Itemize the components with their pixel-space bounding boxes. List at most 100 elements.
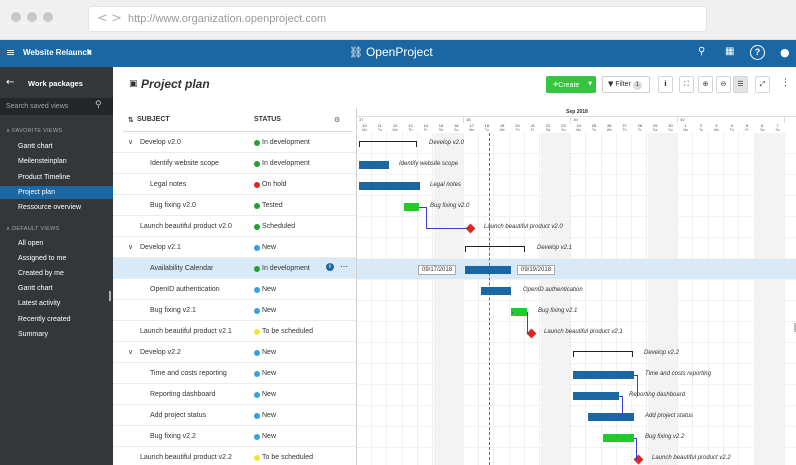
gantt-bar[interactable]: [588, 412, 634, 421]
status-cell[interactable]: In development: [262, 160, 310, 167]
sidebar-item-summary[interactable]: Summary: [18, 331, 48, 338]
favorite-views-header[interactable]: ∧ FAVORITE VIEWS: [6, 128, 63, 134]
status-cell[interactable]: On hold: [262, 181, 287, 188]
subject-cell[interactable]: Develop v2.1: [140, 244, 181, 251]
sidebar-item-all-open[interactable]: All open: [18, 240, 44, 247]
status-cell[interactable]: In development: [262, 139, 310, 146]
end-date-box[interactable]: 09/19/2018: [517, 264, 556, 275]
row-context-menu-icon[interactable]: ⋯: [340, 262, 348, 271]
gantt-bar[interactable]: [481, 286, 511, 295]
search-icon[interactable]: ⚲: [95, 100, 102, 110]
zoom-auto-icon[interactable]: ⛶: [679, 76, 694, 93]
table-row[interactable]: Bug fixing v2.2 New: [113, 426, 356, 447]
subject-cell[interactable]: Develop v2.2: [140, 349, 181, 356]
page-title[interactable]: Project plan: [141, 77, 210, 91]
window-close-dot[interactable]: [11, 12, 21, 22]
sidebar-item-gantt-chart[interactable]: Gantt chart: [18, 143, 53, 150]
column-header-status[interactable]: STATUS: [254, 116, 281, 123]
more-options-icon[interactable]: ⋮: [781, 78, 790, 88]
status-cell[interactable]: New: [262, 286, 277, 293]
subject-cell[interactable]: Legal notes: [150, 181, 187, 188]
search-icon[interactable]: ⚲: [698, 46, 706, 57]
collapse-chevron-icon[interactable]: ∨: [128, 348, 134, 356]
modules-grid-icon[interactable]: ▦: [725, 46, 735, 57]
address-bar[interactable]: < > http://www.organization.openproject.…: [88, 6, 707, 32]
status-cell[interactable]: New: [262, 412, 277, 419]
sidebar-resize-handle[interactable]: [109, 291, 111, 301]
table-row[interactable]: ∨ Develop v2.0 In development: [113, 132, 356, 153]
saved-views-search[interactable]: Search saved views ⚲: [0, 98, 113, 115]
status-cell[interactable]: In development: [262, 265, 310, 272]
status-cell[interactable]: New: [262, 307, 277, 314]
collapse-chevron-icon[interactable]: ∨: [128, 243, 134, 251]
status-cell[interactable]: Tested: [262, 202, 283, 209]
table-row[interactable]: Add project status New: [113, 405, 356, 426]
gantt-toggle-icon[interactable]: ☰: [733, 76, 748, 93]
sidebar-item-recently-created[interactable]: Recently created: [18, 316, 71, 323]
table-row[interactable]: OpenID authentication New: [113, 279, 356, 300]
fullscreen-icon[interactable]: ⤢: [755, 76, 770, 93]
column-header-subject[interactable]: SUBJECT: [137, 116, 170, 123]
table-row[interactable]: Reporting dashboard New: [113, 384, 356, 405]
table-row[interactable]: Time and costs reporting New: [113, 363, 356, 384]
user-avatar-icon[interactable]: ●: [780, 46, 790, 59]
back-arrow-icon[interactable]: <: [97, 11, 108, 26]
sidebar-item-created-by-me[interactable]: Created by me: [18, 270, 64, 277]
back-arrow-icon[interactable]: ←: [6, 77, 15, 88]
collapse-chevron-icon[interactable]: ∨: [128, 138, 134, 146]
start-date-box[interactable]: 09/17/2018: [418, 264, 457, 275]
subject-cell[interactable]: Identify website scope: [150, 160, 219, 167]
subject-cell[interactable]: Develop v2.0: [140, 139, 181, 146]
subject-cell[interactable]: Launch beautiful product v2.2: [140, 454, 232, 461]
gantt-parent-bracket[interactable]: [359, 140, 417, 147]
status-cell[interactable]: New: [262, 244, 277, 251]
table-row[interactable]: Identify website scope In development: [113, 153, 356, 174]
subject-cell[interactable]: Launch beautiful product v2.1: [140, 328, 232, 335]
gantt-bar[interactable]: [465, 265, 511, 274]
status-cell[interactable]: To be scheduled: [262, 328, 313, 335]
gantt-bar[interactable]: [573, 391, 619, 400]
subject-cell[interactable]: Bug fixing v2.2: [150, 433, 196, 440]
openproject-logo[interactable]: ⛓ OpenProject: [349, 45, 433, 59]
info-icon[interactable]: i: [658, 76, 673, 93]
filter-button[interactable]: ▼ Filter 1: [602, 76, 650, 93]
gantt-bar[interactable]: [511, 307, 527, 316]
gantt-bar[interactable]: [603, 433, 634, 442]
zoom-in-icon[interactable]: ⊕: [698, 76, 713, 93]
project-selector[interactable]: Website Relaunch: [23, 48, 92, 57]
sidebar-item-ressource-overview[interactable]: Ressource overview: [18, 204, 82, 211]
table-row[interactable]: Launch beautiful product v2.0 Scheduled: [113, 216, 356, 237]
table-row[interactable]: Launch beautiful product v2.1 To be sched…: [113, 321, 356, 342]
window-maximize-dot[interactable]: [43, 12, 53, 22]
subject-cell[interactable]: Add project status: [150, 412, 207, 419]
column-settings-gear-icon[interactable]: ⚙: [334, 116, 341, 124]
sidebar-item-assigned-to-me[interactable]: Assigned to me: [18, 255, 67, 262]
sidebar-item-gantt-chart-default[interactable]: Gantt chart: [18, 285, 53, 292]
window-minimize-dot[interactable]: [27, 12, 37, 22]
table-row[interactable]: Availability Calendar In development i ⋯: [113, 258, 356, 279]
subject-cell[interactable]: Bug fixing v2.0: [150, 202, 196, 209]
url-text[interactable]: http://www.organization.openproject.com: [128, 13, 327, 25]
status-cell[interactable]: New: [262, 370, 277, 377]
search-placeholder[interactable]: Search saved views: [6, 103, 69, 110]
status-cell[interactable]: To be scheduled: [262, 454, 313, 461]
status-cell[interactable]: Scheduled: [262, 223, 296, 230]
sidebar-item-product-timeline[interactable]: Product Timeline: [18, 174, 71, 181]
gantt-bar[interactable]: [573, 370, 634, 379]
help-icon[interactable]: ?: [750, 45, 765, 60]
table-row[interactable]: ∨ Develop v2.2 New: [113, 342, 356, 363]
zoom-out-icon[interactable]: ⊖: [716, 76, 731, 93]
gantt-bar[interactable]: [404, 202, 419, 211]
table-row[interactable]: Bug fixing v2.1 New: [113, 300, 356, 321]
gantt-bar[interactable]: [359, 160, 389, 169]
subject-cell[interactable]: Time and costs reporting: [150, 370, 227, 377]
subject-cell[interactable]: Launch beautiful product v2.0: [140, 223, 232, 230]
save-icon[interactable]: ▣: [129, 79, 138, 89]
row-info-icon[interactable]: i: [326, 263, 334, 271]
subject-cell[interactable]: Bug fixing v2.1: [150, 307, 196, 314]
table-row[interactable]: Launch beautiful product v2.2 To be sched…: [113, 447, 356, 465]
subject-cell[interactable]: OpenID authentication: [150, 286, 220, 293]
gantt-scroll-handle[interactable]: [794, 323, 796, 332]
table-row[interactable]: Legal notes On hold: [113, 174, 356, 195]
sidebar-item-latest-activity[interactable]: Latest activity: [18, 300, 61, 307]
